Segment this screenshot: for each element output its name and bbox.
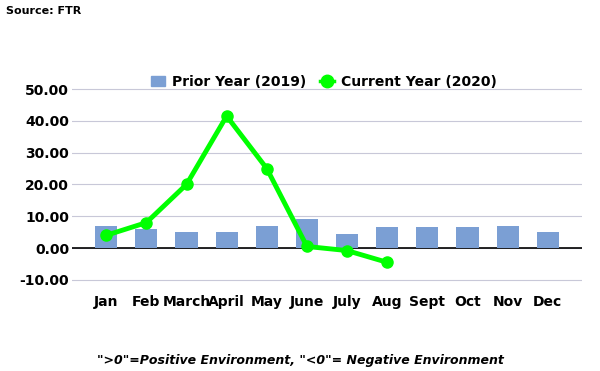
Line: Current Year (2020): Current Year (2020)	[101, 111, 393, 268]
Bar	[215, 232, 238, 248]
Current Year (2020)	[143, 220, 150, 225]
Bar	[336, 234, 358, 248]
Bar	[175, 232, 197, 248]
Bar	[136, 229, 157, 248]
Current Year (2020)	[343, 248, 350, 253]
Bar	[256, 226, 278, 248]
Bar	[376, 227, 398, 248]
Bar	[537, 232, 559, 248]
Bar	[497, 226, 518, 248]
Current Year (2020)	[223, 114, 230, 118]
Bar	[416, 227, 439, 248]
Legend: Prior Year (2019), Current Year (2020): Prior Year (2019), Current Year (2020)	[145, 69, 502, 94]
Text: Source: FTR: Source: FTR	[6, 6, 81, 16]
Current Year (2020)	[103, 233, 110, 237]
Current Year (2020)	[383, 260, 391, 265]
Current Year (2020)	[183, 182, 190, 187]
Current Year (2020)	[263, 166, 271, 171]
Text: ">0"=Positive Environment, "<0"= Negative Environment: ">0"=Positive Environment, "<0"= Negativ…	[97, 354, 503, 367]
Bar	[95, 226, 117, 248]
Bar	[296, 219, 318, 248]
Current Year (2020)	[304, 244, 311, 249]
Bar	[457, 227, 479, 248]
